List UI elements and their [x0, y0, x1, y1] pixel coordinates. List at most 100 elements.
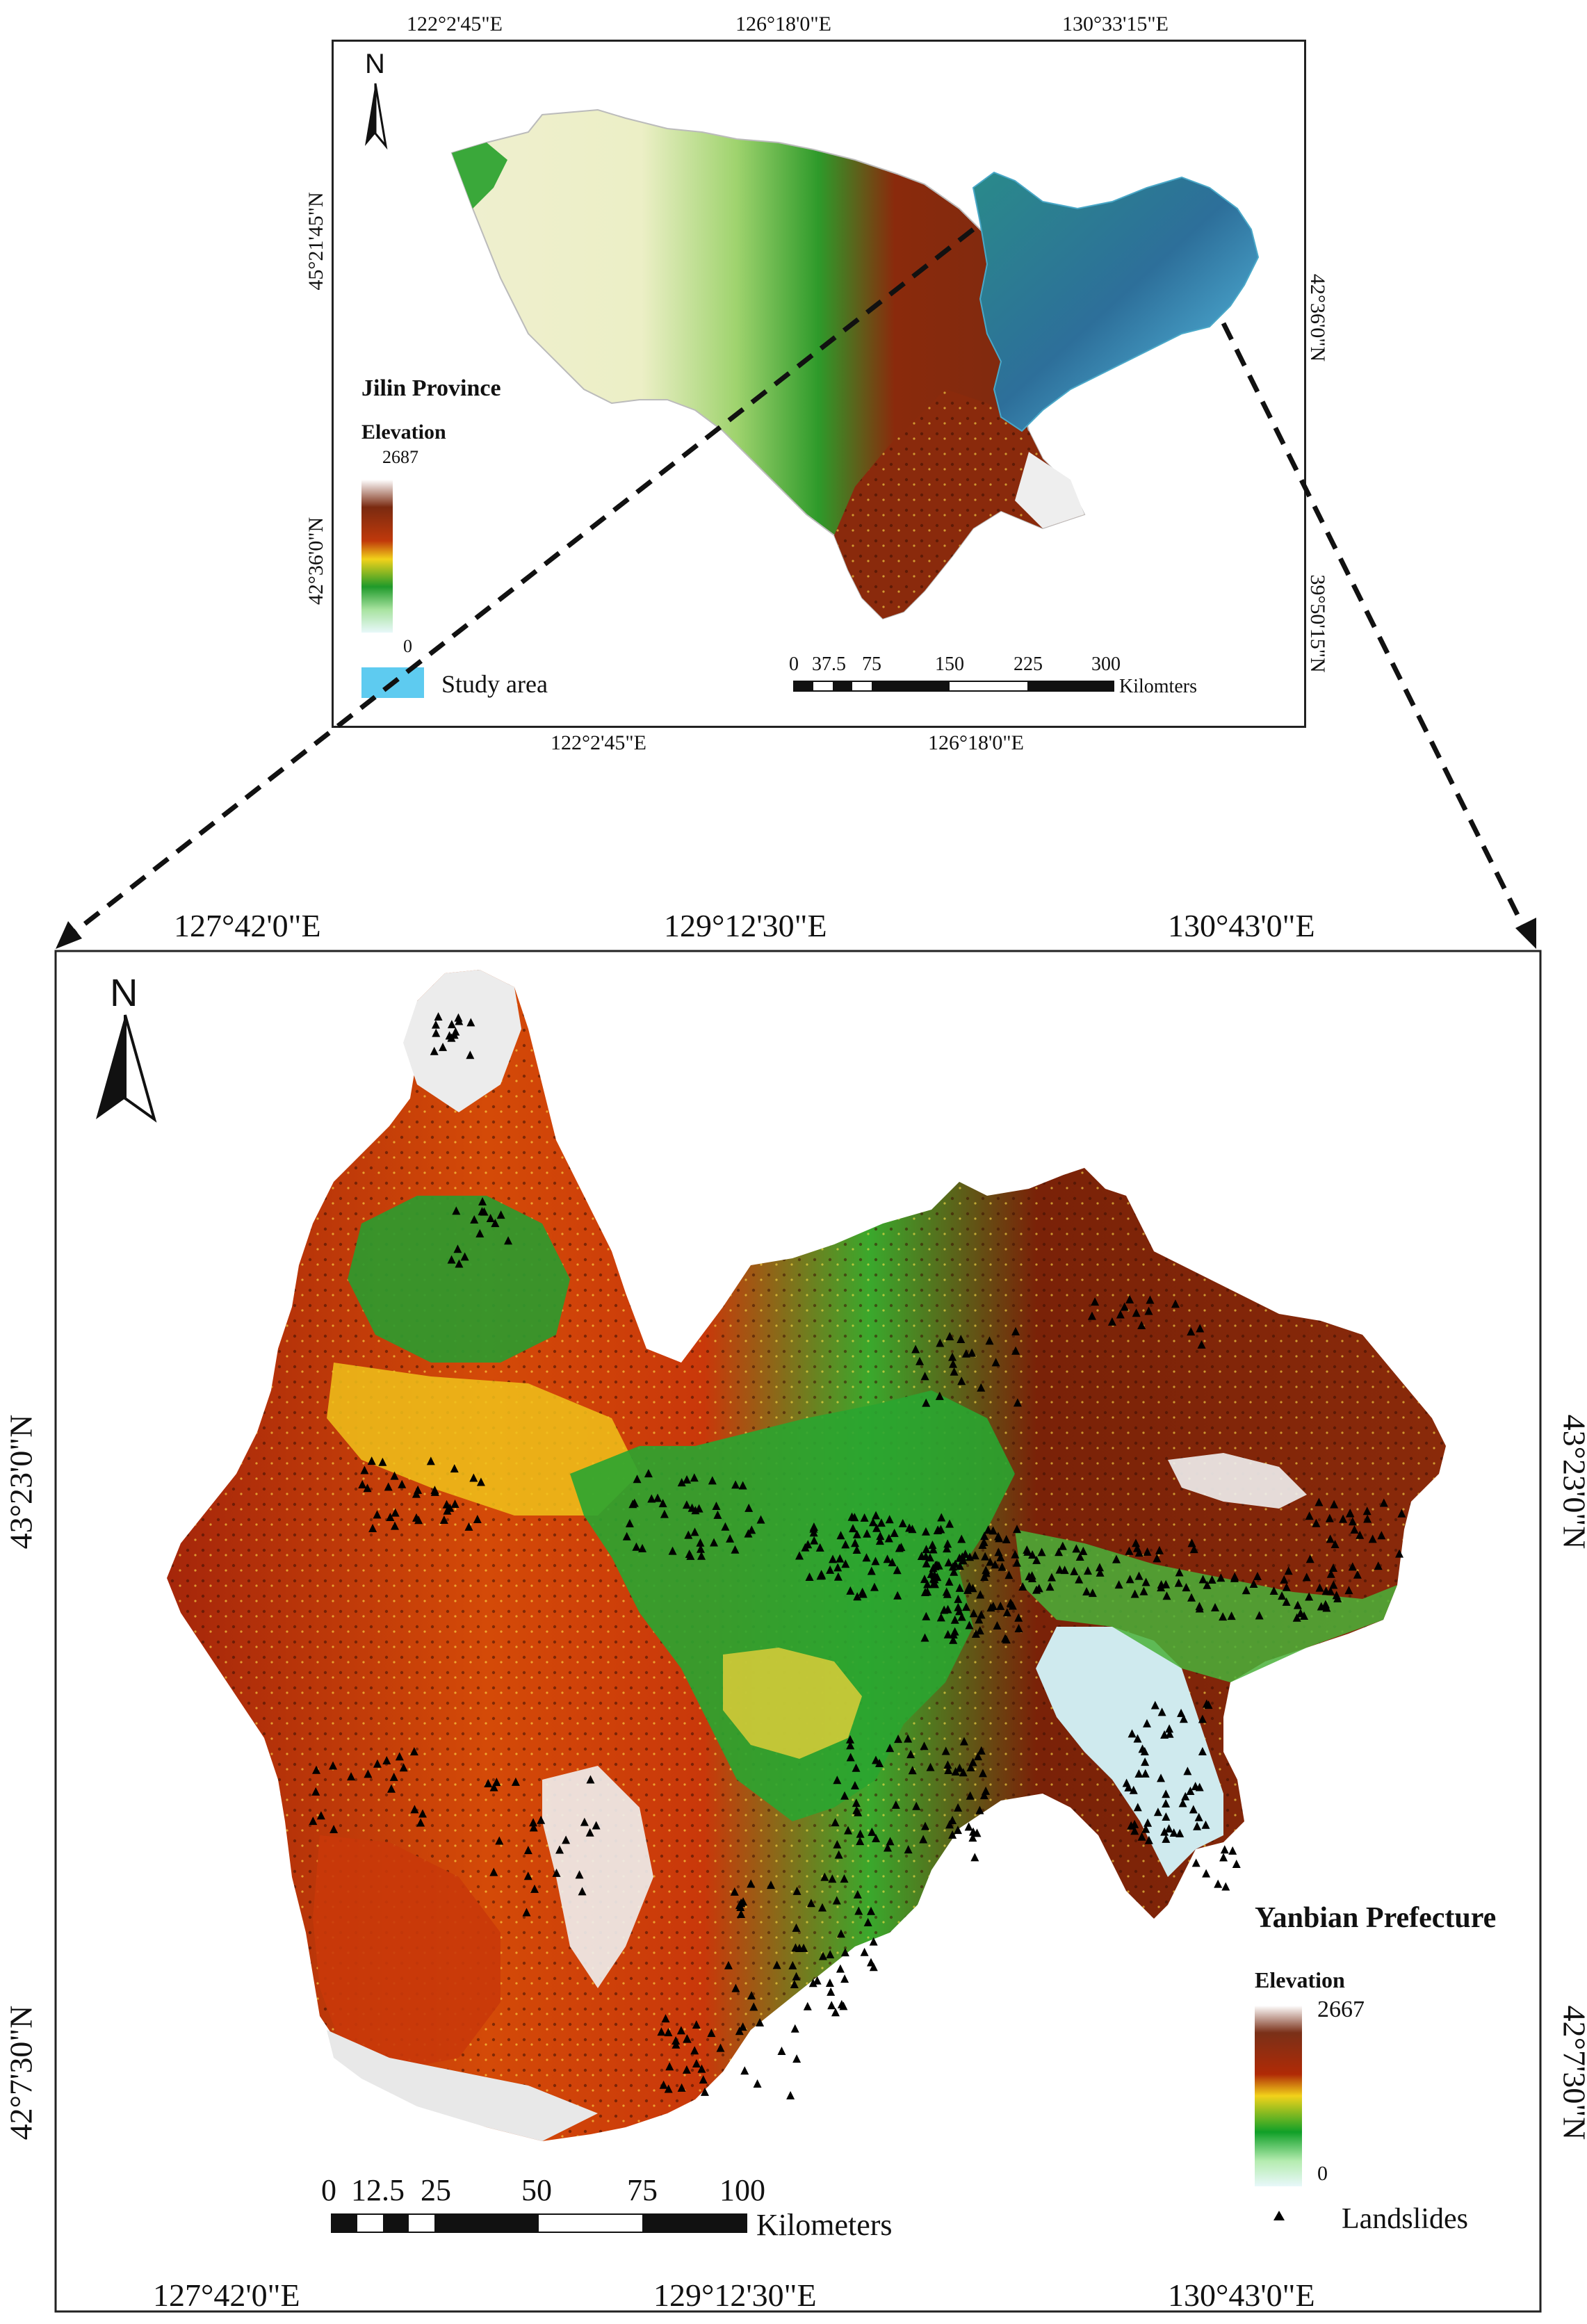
landslide-marker	[957, 1612, 966, 1621]
landslide-marker	[1189, 1545, 1198, 1554]
landslide-marker	[943, 1630, 952, 1639]
landslide-marker	[1305, 1554, 1315, 1563]
inset-bottom-lon-1: 122°2'45"E	[551, 731, 646, 754]
landslide-marker	[1216, 1573, 1226, 1582]
landslide-marker	[841, 1559, 850, 1568]
southwest-red-plain	[313, 1835, 500, 2072]
landslide-marker	[311, 1787, 320, 1796]
landslide-marker	[1095, 1563, 1104, 1572]
inset-elevation-label: Elevation	[361, 421, 446, 444]
landslide-marker	[699, 2075, 708, 2084]
landslide-marker	[1219, 1853, 1228, 1862]
east-lowland	[1036, 1627, 1223, 1877]
landslide-marker	[1348, 1517, 1357, 1526]
main-left-lat-2: 42°7'30"N	[3, 2005, 39, 2140]
landslide-marker	[692, 2059, 701, 2068]
main-top-lon-2: 129°12'30"E	[664, 908, 827, 943]
landslide-marker	[749, 2002, 758, 2011]
landslide-marker	[1137, 1832, 1146, 1841]
main-north-label: N	[110, 970, 138, 1014]
inset-left-lat-1: 45°21'45"N	[304, 192, 327, 291]
landslide-marker	[777, 2046, 786, 2055]
landslide-marker	[1047, 1573, 1056, 1582]
landslide-marker	[1171, 1299, 1180, 1308]
landslide-marker	[935, 1391, 944, 1400]
landslide-marker	[1134, 1571, 1144, 1580]
landslide-marker	[1350, 1525, 1359, 1534]
landslide-marker	[988, 1601, 998, 1610]
landslide-marker	[1165, 1729, 1174, 1738]
landslide-marker	[840, 1948, 849, 1957]
landslide-marker	[1141, 1824, 1150, 1833]
landslide-marker	[1175, 1828, 1185, 1837]
landslide-marker	[1197, 1340, 1206, 1349]
landslide-marker	[969, 1609, 978, 1618]
landslide-marker	[840, 1974, 849, 1983]
landslide-marker	[950, 1367, 959, 1376]
landslide-marker	[1139, 1586, 1148, 1595]
landslide-marker	[447, 1255, 456, 1264]
landslide-marker	[841, 1540, 850, 1549]
landslide-marker	[739, 1897, 748, 1906]
landslide-marker	[1353, 1570, 1362, 1579]
landslide-marker	[358, 1479, 367, 1488]
landslide-marker	[523, 1846, 532, 1855]
landslide-marker	[975, 1626, 984, 1635]
landslide-marker	[908, 1525, 917, 1534]
main-scale-unit: Kilometers	[756, 2208, 893, 2242]
landslide-marker	[817, 1903, 827, 1912]
landslide-marker	[943, 1544, 952, 1553]
landslide-marker	[837, 1999, 846, 2008]
inset-top-lon-3: 130°33'15"E	[1062, 13, 1169, 35]
landslide-marker	[945, 1331, 954, 1340]
landslide-marker	[975, 1805, 984, 1814]
landslide-marker	[945, 1577, 954, 1586]
landslide-marker	[632, 1542, 641, 1551]
landslide-marker	[944, 1558, 953, 1567]
landslide-marker	[690, 1473, 699, 1482]
landslide-marker	[676, 2026, 685, 2035]
landslide-marker	[1312, 1518, 1321, 1527]
landslide-marker	[1144, 1306, 1153, 1315]
landslide-marker	[772, 1960, 781, 1969]
landslide-marker	[840, 1874, 849, 1883]
landslide-marker	[1028, 1550, 1037, 1559]
landslide-marker	[378, 1457, 387, 1466]
landslide-marker	[876, 1531, 885, 1541]
landslide-marker	[453, 1244, 462, 1253]
landslide-marker	[1329, 1563, 1338, 1573]
landslide-marker	[966, 1791, 975, 1800]
landslide-marker	[921, 1527, 930, 1536]
landslide-marker	[979, 1791, 988, 1800]
landslide-marker	[1130, 1589, 1139, 1598]
landslide-marker	[1242, 1586, 1251, 1595]
landslide-marker	[562, 1835, 571, 1844]
landslide-marker	[1125, 1575, 1134, 1584]
landslide-marker	[978, 1769, 987, 1778]
landslide-marker	[367, 1456, 376, 1465]
landslide-marker	[712, 1501, 721, 1510]
landslide-marker	[450, 1030, 459, 1039]
landslide-marker	[872, 1523, 881, 1532]
landslide-marker	[511, 1777, 520, 1786]
landslide-marker	[922, 1559, 931, 1568]
landslide-marker	[1114, 1580, 1123, 1589]
landslide-marker	[696, 1538, 705, 1547]
landslide-marker	[926, 1762, 935, 1771]
main-scale-tick-0: 0	[321, 2173, 336, 2207]
landslide-marker	[1087, 1311, 1096, 1320]
landslide-marker	[1299, 1611, 1308, 1620]
landslide-marker	[949, 1359, 958, 1368]
landslides-label: Landslides	[1342, 2203, 1468, 2235]
landslide-marker	[957, 1534, 966, 1543]
landslide-marker	[826, 1565, 835, 1574]
landslide-marker	[1228, 1846, 1237, 1855]
landslide-marker	[486, 1214, 495, 1223]
landslide-marker	[836, 1964, 845, 1973]
landslide-marker	[529, 1818, 538, 1827]
landslide-marker	[1377, 1531, 1386, 1540]
landslide-marker	[410, 1805, 419, 1814]
landslide-marker	[943, 1604, 952, 1614]
landslide-marker	[868, 1827, 877, 1836]
landslide-marker	[980, 1531, 989, 1541]
